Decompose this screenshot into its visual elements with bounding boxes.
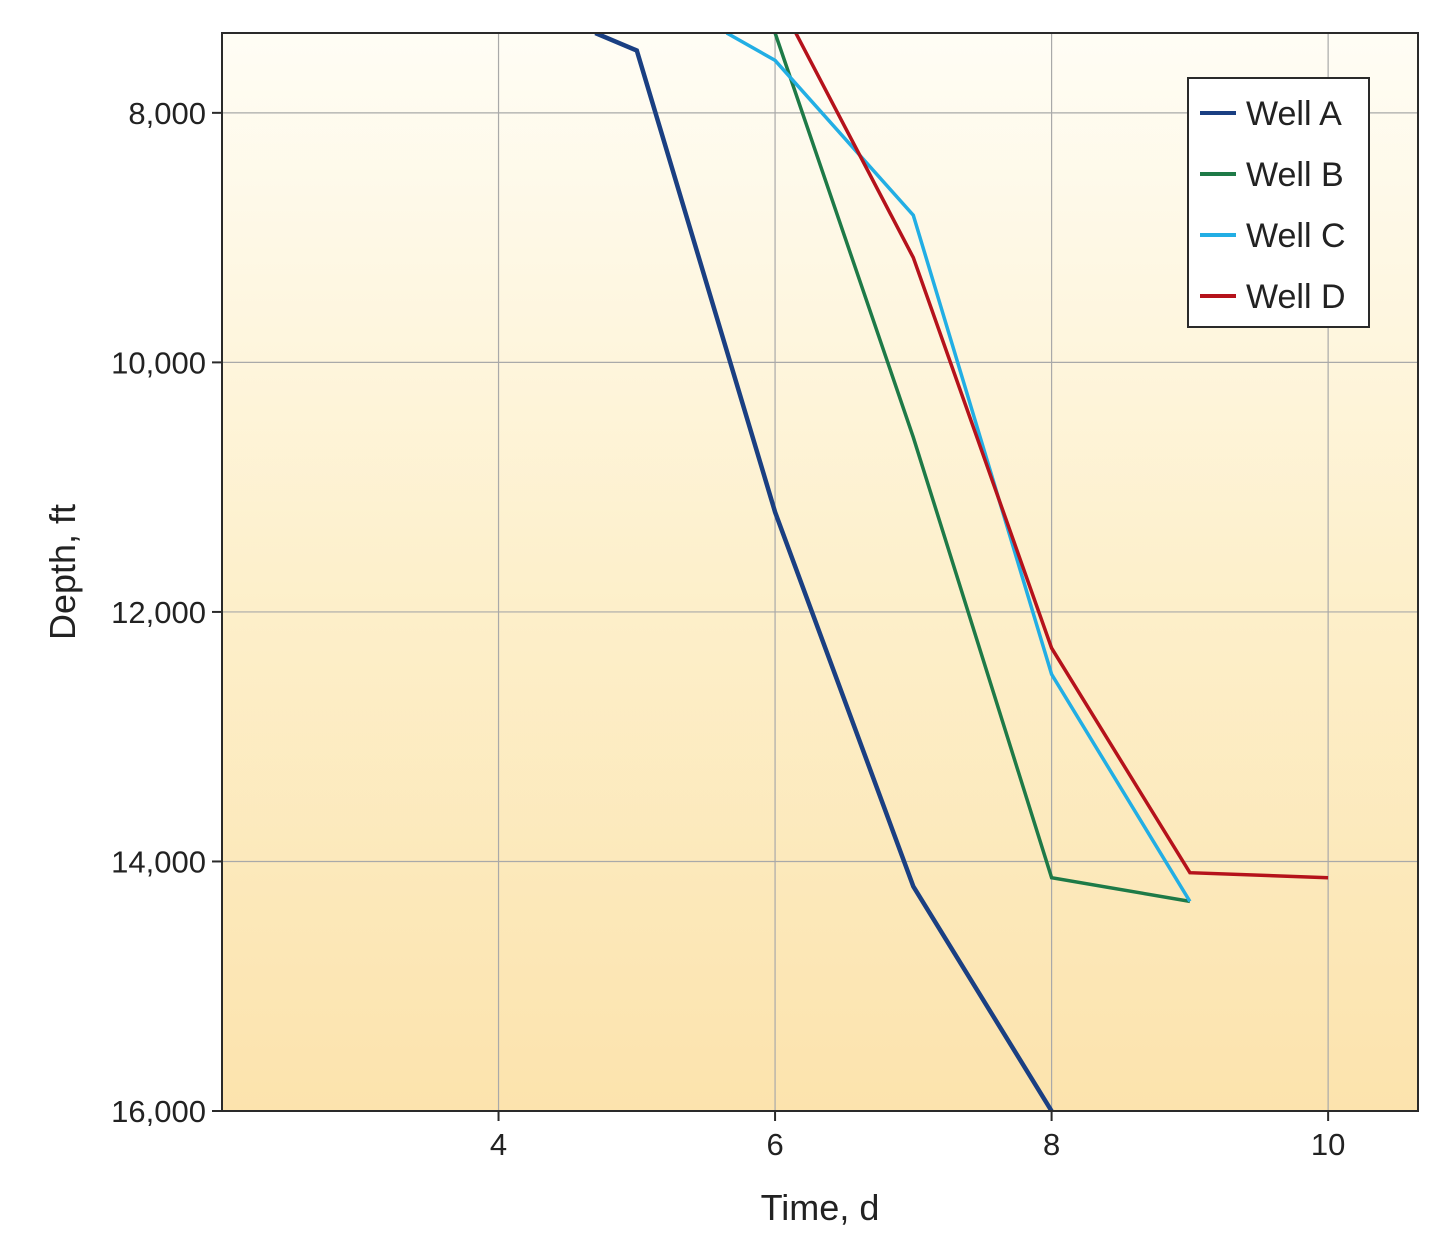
x-tick-label: 6 <box>766 1127 783 1162</box>
legend-box <box>1187 77 1370 328</box>
x-tick-label: 4 <box>490 1127 507 1162</box>
x-axis-title: Time, d <box>761 1187 880 1228</box>
series-lines <box>594 33 1329 1111</box>
y-tick-label: 14,000 <box>111 844 206 879</box>
y-tick-label: 8,000 <box>128 96 206 131</box>
y-axis-title: Depth, ft <box>42 504 83 640</box>
x-axis-ticks: 4 6 8 10 <box>490 1111 1345 1162</box>
series-line-well-d <box>794 33 1329 880</box>
plot-frame <box>221 32 1419 1112</box>
legend-label: Well C <box>1246 217 1346 255</box>
series-line-well-c <box>725 33 1192 903</box>
series-line-well-a <box>594 33 1054 1111</box>
x-tick-label: 8 <box>1043 1127 1060 1162</box>
y-axis-ticks: 8,000 10,000 12,000 14,000 16,000 <box>111 96 222 1129</box>
y-tick-label: 12,000 <box>111 595 206 630</box>
legend: Well A Well B Well C Well D <box>1187 77 1370 328</box>
legend-label: Well D <box>1246 278 1346 316</box>
legend-label: Well B <box>1246 156 1344 194</box>
y-tick-label: 16,000 <box>111 1094 206 1129</box>
y-tick-label: 10,000 <box>111 345 206 380</box>
series-line-well-b <box>773 33 1191 904</box>
legend-label: Well A <box>1246 95 1342 133</box>
x-tick-label: 10 <box>1311 1127 1345 1162</box>
